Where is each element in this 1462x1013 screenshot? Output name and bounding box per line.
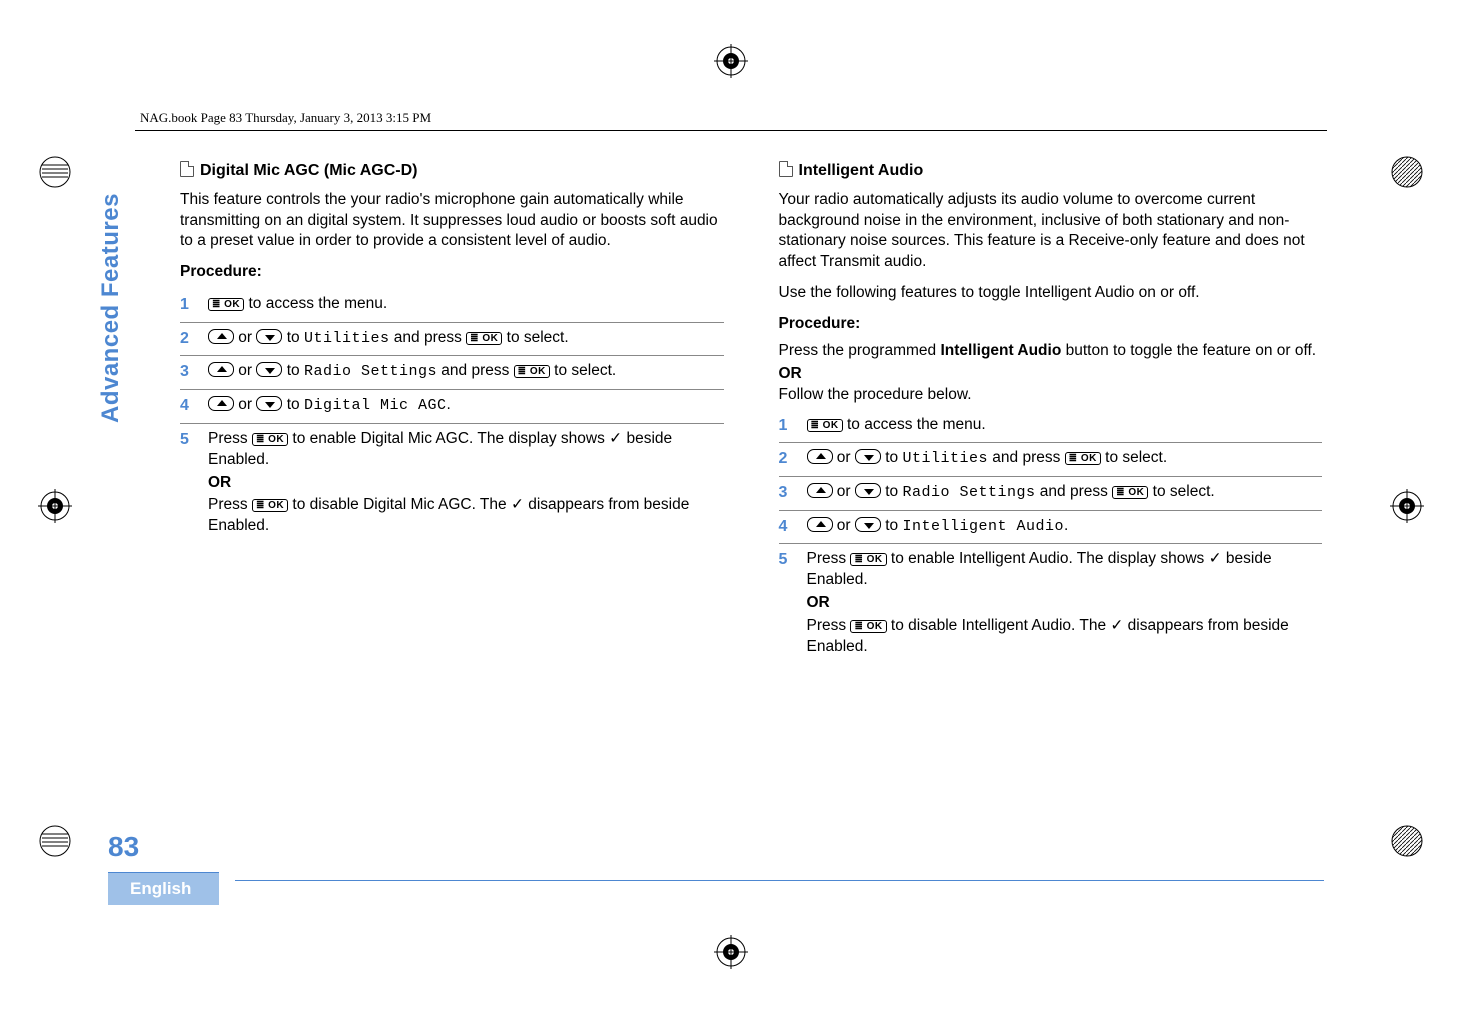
down-arrow-icon <box>855 517 881 532</box>
running-head: NAG.book Page 83 Thursday, January 3, 20… <box>140 110 431 126</box>
step-number: 4 <box>180 395 194 417</box>
left-column: Digital Mic AGC (Mic AGC-D) This feature… <box>180 160 724 903</box>
registration-mark <box>1390 824 1424 858</box>
step-5: 5 Press ≣ OK to enable Digital Mic AGC. … <box>180 424 724 544</box>
note-icon <box>180 161 194 177</box>
down-arrow-icon <box>855 449 881 464</box>
page-content: Digital Mic AGC (Mic AGC-D) This feature… <box>180 160 1322 903</box>
step-number: 1 <box>180 294 194 316</box>
up-arrow-icon <box>807 517 833 532</box>
down-arrow-icon <box>256 362 282 377</box>
procedure-label: Procedure: <box>180 262 724 283</box>
header-rule <box>135 130 1327 131</box>
step-4: 4 or to Intelligent Audio. <box>779 511 1323 545</box>
up-arrow-icon <box>208 362 234 377</box>
ok-button-icon: ≣ OK <box>514 365 550 378</box>
ok-button-icon: ≣ OK <box>850 620 886 633</box>
step-2: 2 or to Utilities and press ≣ OK to sele… <box>779 443 1323 477</box>
lcd-text: Intelligent Audio <box>902 518 1064 535</box>
registration-mark <box>1390 489 1424 523</box>
up-arrow-icon <box>807 449 833 464</box>
step-number: 5 <box>779 549 793 571</box>
bold-text: Intelligent Audio <box>940 342 1061 359</box>
step-body: ≣ OK to access the menu. <box>807 415 1323 436</box>
procedure-label: Procedure: <box>779 314 1323 335</box>
step-body: ≣ OK to access the menu. <box>208 294 724 315</box>
down-arrow-icon <box>256 329 282 344</box>
up-arrow-icon <box>208 329 234 344</box>
registration-mark <box>714 44 748 78</box>
step-number: 3 <box>779 482 793 504</box>
registration-mark <box>1390 155 1424 189</box>
step-body: or to Radio Settings and press ≣ OK to s… <box>807 482 1323 503</box>
up-arrow-icon <box>208 396 234 411</box>
registration-mark <box>38 824 72 858</box>
lcd-text: Utilities <box>304 330 390 347</box>
page-number: 83 <box>108 831 139 863</box>
step-3: 3 or to Radio Settings and press ≣ OK to… <box>779 477 1323 511</box>
step-2: 2 or to Utilities and press ≣ OK to sele… <box>180 323 724 357</box>
step-4: 4 or to Digital Mic AGC. <box>180 390 724 424</box>
ok-button-icon: ≣ OK <box>1065 452 1101 465</box>
step-number: 2 <box>779 448 793 470</box>
step-1: 1 ≣ OK to access the menu. <box>779 410 1323 444</box>
step-body: or to Intelligent Audio. <box>807 516 1323 537</box>
step-number: 5 <box>180 429 194 451</box>
ok-button-icon: ≣ OK <box>807 419 843 432</box>
lcd-text: Digital Mic AGC <box>304 397 447 414</box>
intro-para: This feature controls the your radio's m… <box>180 190 724 253</box>
or-label: OR <box>208 473 724 494</box>
pre-procedure-2: Follow the procedure below. <box>779 385 1323 406</box>
section-title-left: Digital Mic AGC (Mic AGC-D) <box>180 160 724 182</box>
step-body: or to Utilities and press ≣ OK to select… <box>807 448 1323 469</box>
up-arrow-icon <box>807 483 833 498</box>
intro-para: Use the following features to toggle Int… <box>779 283 1323 304</box>
step-body: or to Utilities and press ≣ OK to select… <box>208 328 724 349</box>
step-body: or to Digital Mic AGC. <box>208 395 724 416</box>
registration-mark <box>38 489 72 523</box>
lcd-text: Radio Settings <box>304 363 437 380</box>
ok-button-icon: ≣ OK <box>252 433 288 446</box>
step-3: 3 or to Radio Settings and press ≣ OK to… <box>180 356 724 390</box>
step-number: 4 <box>779 516 793 538</box>
step-body: Press ≣ OK to enable Digital Mic AGC. Th… <box>208 429 724 538</box>
step-number: 1 <box>779 415 793 437</box>
step-body: or to Radio Settings and press ≣ OK to s… <box>208 361 724 382</box>
ok-button-icon: ≣ OK <box>466 332 502 345</box>
title-text: Digital Mic AGC (Mic AGC-D) <box>200 162 417 179</box>
step-list: 1 ≣ OK to access the menu. 2 or to Utili… <box>180 289 724 543</box>
registration-mark <box>38 155 72 189</box>
lcd-text: Radio Settings <box>902 484 1035 501</box>
step-number: 3 <box>180 361 194 383</box>
section-title-right: Intelligent Audio <box>779 160 1323 182</box>
sidebar-tab: Advanced Features <box>97 193 125 423</box>
footer-rule <box>235 880 1324 881</box>
down-arrow-icon <box>855 483 881 498</box>
title-text: Intelligent Audio <box>799 162 924 179</box>
down-arrow-icon <box>256 396 282 411</box>
step-5: 5 Press ≣ OK to enable Intelligent Audio… <box>779 544 1323 664</box>
step-list: 1 ≣ OK to access the menu. 2 or to Utili… <box>779 410 1323 664</box>
right-column: Intelligent Audio Your radio automatical… <box>779 160 1323 903</box>
step-1: 1 ≣ OK to access the menu. <box>180 289 724 323</box>
step-number: 2 <box>180 328 194 350</box>
lcd-text: Utilities <box>902 450 988 467</box>
note-icon <box>779 161 793 177</box>
step-body: Press ≣ OK to enable Intelligent Audio. … <box>807 549 1323 658</box>
intro-para: Your radio automatically adjusts its aud… <box>779 190 1323 274</box>
or-label: OR <box>779 364 1323 385</box>
ok-button-icon: ≣ OK <box>208 298 244 311</box>
ok-button-icon: ≣ OK <box>252 499 288 512</box>
ok-button-icon: ≣ OK <box>850 553 886 566</box>
or-label: OR <box>807 593 1323 614</box>
pre-procedure: Press the programmed Intelligent Audio b… <box>779 341 1323 362</box>
language-tab: English <box>108 872 219 905</box>
registration-mark <box>714 935 748 969</box>
ok-button-icon: ≣ OK <box>1112 486 1148 499</box>
sidebar-label: Advanced Features <box>97 193 124 423</box>
